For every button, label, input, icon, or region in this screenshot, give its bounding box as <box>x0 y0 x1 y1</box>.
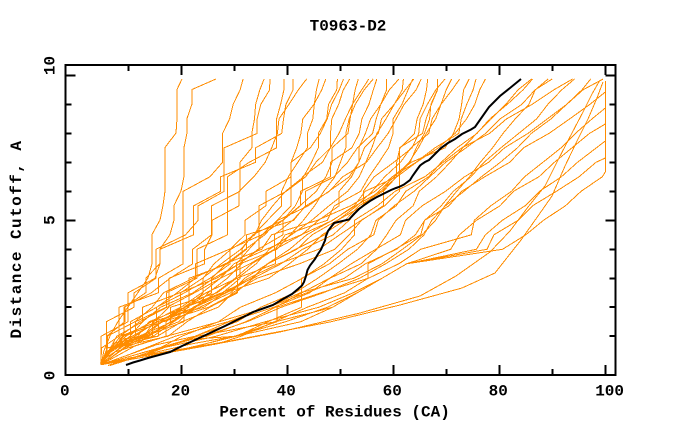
svg-text:60: 60 <box>383 382 402 400</box>
svg-text:10: 10 <box>42 56 60 75</box>
svg-text:0: 0 <box>60 382 70 400</box>
svg-text:0: 0 <box>42 371 60 381</box>
svg-text:T0963-D2: T0963-D2 <box>310 18 387 36</box>
svg-text:5: 5 <box>42 215 60 225</box>
svg-text:100: 100 <box>595 382 624 400</box>
svg-text:80: 80 <box>489 382 508 400</box>
svg-text:40: 40 <box>277 382 296 400</box>
svg-text:Distance Cutoff, A: Distance Cutoff, A <box>8 140 26 339</box>
svg-text:Percent of Residues (CA): Percent of Residues (CA) <box>219 404 449 422</box>
svg-text:20: 20 <box>171 382 190 400</box>
